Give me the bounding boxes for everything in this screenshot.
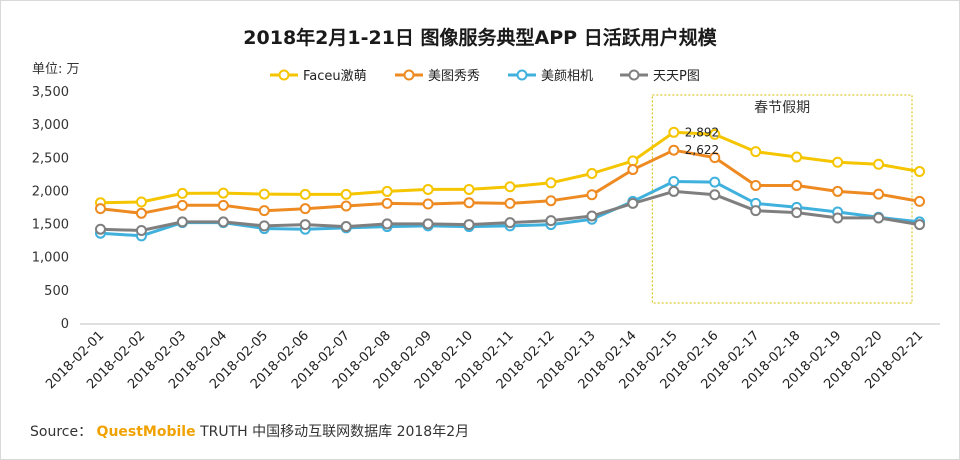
data-point — [340, 200, 352, 212]
data-point — [914, 219, 926, 231]
data-point — [299, 203, 311, 215]
data-point — [873, 212, 885, 224]
data-point — [832, 212, 844, 224]
y-tick-label: 1,000 — [32, 251, 69, 266]
data-point — [586, 168, 598, 180]
y-axis-unit-label: 单位: 万 — [32, 62, 80, 77]
data-point — [504, 181, 516, 193]
holiday-label: 春节假期 — [754, 100, 810, 116]
data-point — [709, 152, 721, 164]
data-point — [381, 218, 393, 230]
data-point — [873, 158, 885, 170]
legend-marker — [403, 69, 415, 81]
data-point — [545, 177, 557, 189]
data-point — [258, 188, 270, 200]
data-point — [217, 199, 229, 211]
holiday-annotation: 春节假期 — [651, 94, 913, 304]
legend-label: 美图秀秀 — [428, 69, 480, 84]
data-point — [832, 156, 844, 168]
data-label: 2,892 — [685, 125, 719, 139]
data-point — [791, 151, 803, 163]
data-point — [668, 144, 680, 156]
data-point — [791, 207, 803, 219]
source-prefix: Source： — [30, 424, 93, 440]
data-point — [299, 219, 311, 231]
data-point — [463, 197, 475, 209]
legend-label: 美颜相机 — [541, 68, 593, 84]
y-tick-label: 500 — [44, 284, 69, 299]
data-point — [217, 187, 229, 199]
data-point — [709, 176, 721, 188]
data-point — [135, 225, 147, 237]
data-point — [381, 197, 393, 209]
data-point — [504, 217, 516, 229]
data-point — [750, 146, 762, 158]
data-point — [422, 183, 434, 195]
data-point — [340, 188, 352, 200]
data-point — [668, 185, 680, 197]
data-point — [914, 195, 926, 207]
y-tick-label: 2,500 — [32, 151, 69, 166]
data-point — [668, 175, 680, 187]
data-point — [709, 189, 721, 201]
y-tick-label: 2,000 — [32, 184, 69, 199]
data-point — [586, 210, 598, 222]
data-point — [627, 164, 639, 176]
data-point — [299, 188, 311, 200]
data-point — [217, 216, 229, 228]
legend-marker — [278, 69, 290, 81]
axes: 05001,0001,5002,0002,5003,0003,5002018-0… — [32, 85, 940, 392]
data-point — [135, 196, 147, 208]
data-point — [258, 205, 270, 217]
data-point — [463, 183, 475, 195]
legend-label: Faceu激萌 — [303, 69, 367, 84]
data-point — [340, 221, 352, 233]
legend-marker — [628, 69, 640, 81]
data-point — [750, 179, 762, 191]
data-point — [381, 185, 393, 197]
source-brand: QuestMobile — [96, 424, 196, 440]
data-point — [135, 207, 147, 219]
data-point — [545, 215, 557, 227]
data-point — [545, 195, 557, 207]
data-point — [258, 220, 270, 232]
data-point — [176, 187, 188, 199]
holiday-box — [651, 94, 913, 304]
data-point — [750, 205, 762, 217]
data-point — [463, 219, 475, 231]
y-tick-label: 3,500 — [32, 85, 69, 100]
data-point — [668, 126, 680, 138]
legend-marker — [516, 69, 528, 81]
y-tick-label: 1,500 — [32, 218, 69, 233]
chart-title: 2018年2月1-21日 图像服务典型APP 日活跃用户规模 — [243, 26, 717, 49]
data-point — [709, 128, 721, 140]
data-point — [504, 197, 516, 209]
data-point — [873, 188, 885, 200]
y-tick-label: 3,000 — [32, 118, 69, 133]
series-group — [94, 126, 926, 242]
legend: Faceu激萌 美图秀秀 美颜相机 天天P图 — [270, 68, 700, 84]
data-point — [914, 166, 926, 178]
legend-label: 天天P图 — [653, 69, 700, 84]
data-point — [94, 223, 106, 235]
data-point — [586, 189, 598, 201]
data-point — [832, 185, 844, 197]
data-point — [422, 198, 434, 210]
data-point — [422, 218, 434, 230]
data-point — [176, 199, 188, 211]
source-note: Source： QuestMobile TRUTH 中国移动互联网数据库 201… — [30, 421, 469, 441]
data-point — [94, 203, 106, 215]
data-label: 2,622 — [685, 143, 719, 157]
data-point — [627, 197, 639, 209]
source-text: TRUTH 中国移动互联网数据库 2018年2月 — [200, 424, 470, 440]
data-point — [791, 179, 803, 191]
y-tick-label: 0 — [61, 317, 69, 332]
data-point — [176, 216, 188, 228]
data-labels: 2,892 2,622 — [685, 125, 719, 157]
